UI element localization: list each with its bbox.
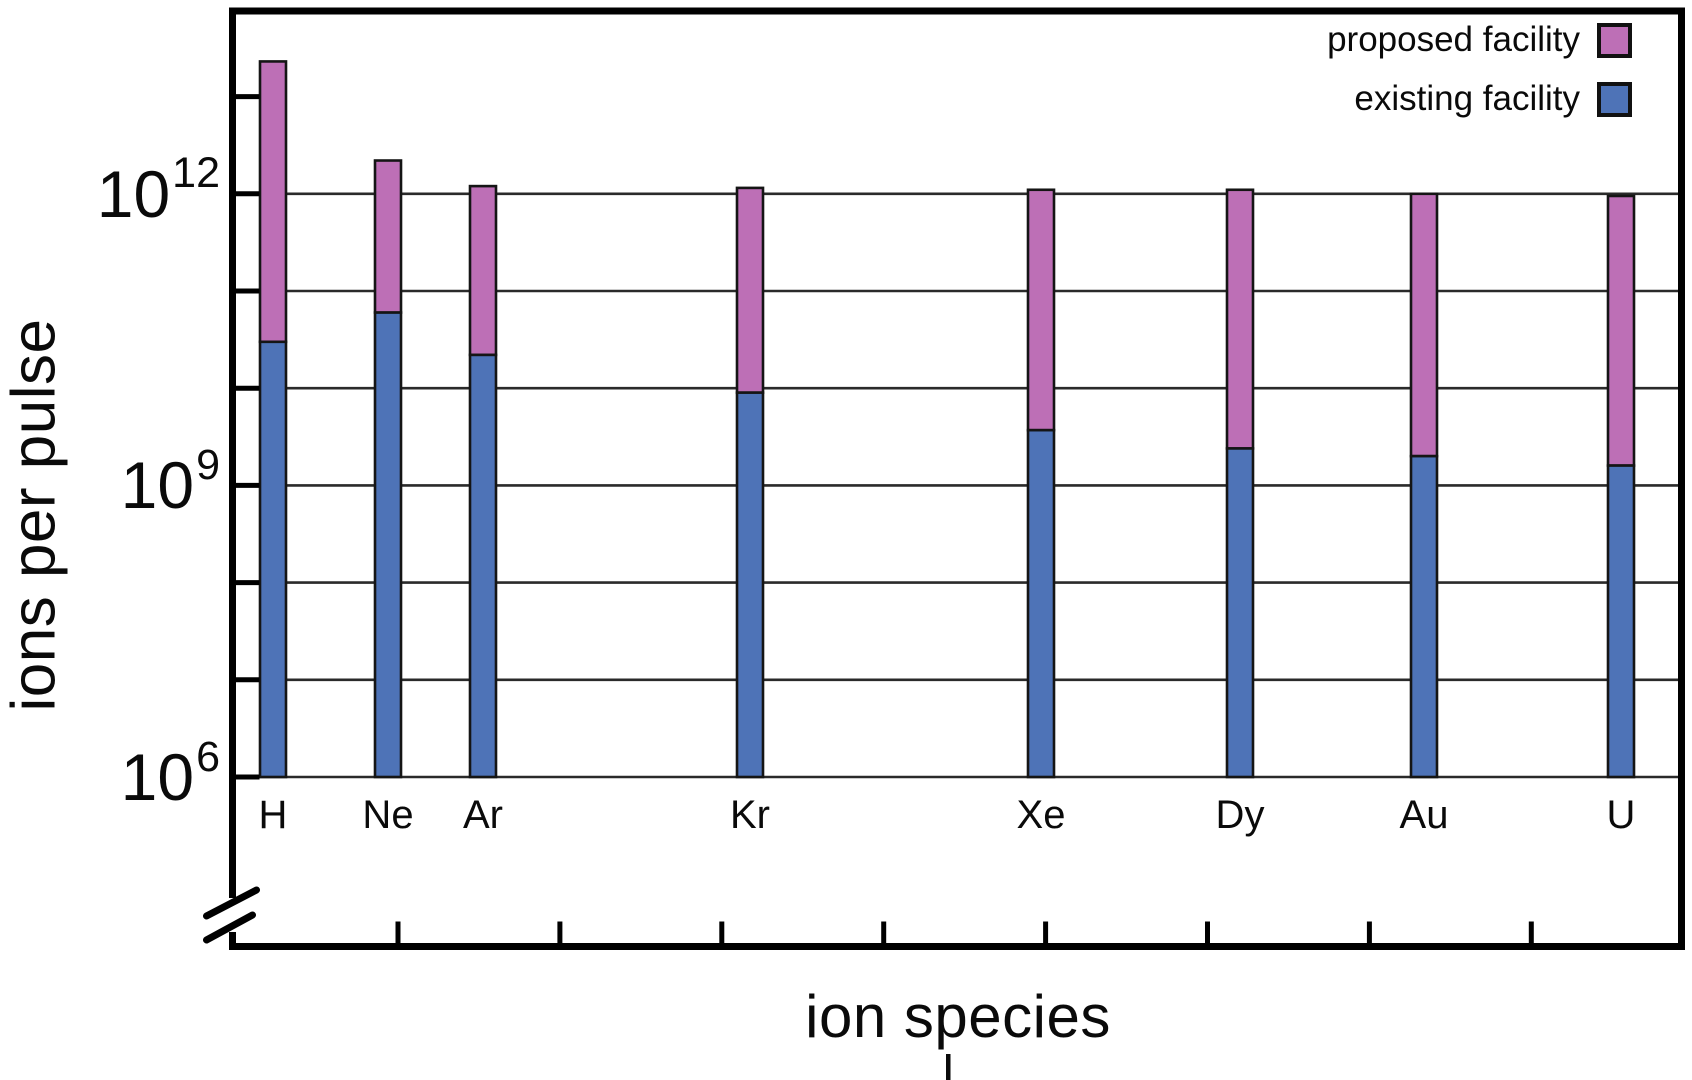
legend-label-existing: existing facility: [1354, 79, 1580, 118]
x-tick-label-Xe: Xe: [1016, 793, 1066, 837]
bar-segment-existing-Au: [1409, 454, 1439, 779]
plot-frame: [229, 7, 1685, 950]
bar-segment-proposed-Ne: [373, 159, 403, 314]
axis-break-slash: [203, 911, 256, 944]
legend-label-proposed: proposed facility: [1327, 20, 1580, 59]
bar-segment-proposed-U: [1606, 194, 1636, 467]
y-tick-base: 10: [120, 448, 195, 523]
x-tick-label-Ne: Ne: [362, 793, 414, 837]
bar-segment-proposed-Au: [1409, 192, 1439, 458]
y-tick-base: 10: [120, 740, 195, 814]
bar-segment-existing-Xe: [1026, 428, 1056, 779]
legend-swatch-existing-icon: [1597, 81, 1632, 117]
axis-break-slash: [203, 886, 260, 920]
y-tick-label-1e12: 10 12: [97, 149, 220, 231]
legend-item-proposed: proposed facility: [1327, 22, 1632, 58]
y-tick-exponent: 9: [196, 440, 220, 489]
x-tick-label-Kr: Kr: [730, 793, 770, 837]
bar-segment-proposed-Ar: [468, 184, 498, 357]
x-tick-label-Ar: Ar: [463, 793, 503, 837]
bar-segment-proposed-Kr: [735, 186, 765, 394]
legend: proposed facility existing facility: [1327, 22, 1632, 117]
y-tick-exponent: 6: [196, 732, 220, 781]
bar-segment-proposed-H: [258, 60, 288, 344]
x-tick-label-U: U: [1606, 793, 1636, 837]
x-tick-label-Dy: Dy: [1215, 793, 1265, 837]
bar-segment-proposed-Xe: [1026, 188, 1056, 432]
bar-segment-existing-Dy: [1225, 447, 1255, 779]
legend-swatch-proposed-icon: [1597, 22, 1632, 58]
y-tick-label-1e9: 10 9: [121, 441, 220, 523]
y-tick-base: 10: [96, 156, 171, 231]
y-tick-label-1e6: 10 6: [121, 733, 220, 815]
bar-segment-existing-Ar: [468, 353, 498, 779]
x-tick-label-H: H: [258, 793, 288, 837]
stray-mark: [946, 1054, 951, 1080]
x-tick-label-Au: Au: [1399, 793, 1449, 837]
y-axis-title: ions per pulse: [0, 318, 69, 712]
x-axis-title: ion species: [805, 983, 1111, 1050]
bar-segment-existing-U: [1606, 464, 1636, 779]
bar-segment-existing-Ne: [373, 311, 403, 779]
bar-segment-existing-H: [258, 340, 288, 779]
y-tick-exponent: 12: [172, 149, 220, 198]
bar-segment-proposed-Dy: [1225, 188, 1255, 450]
bar-segment-existing-Kr: [735, 391, 765, 779]
legend-item-existing: existing facility: [1354, 81, 1632, 117]
